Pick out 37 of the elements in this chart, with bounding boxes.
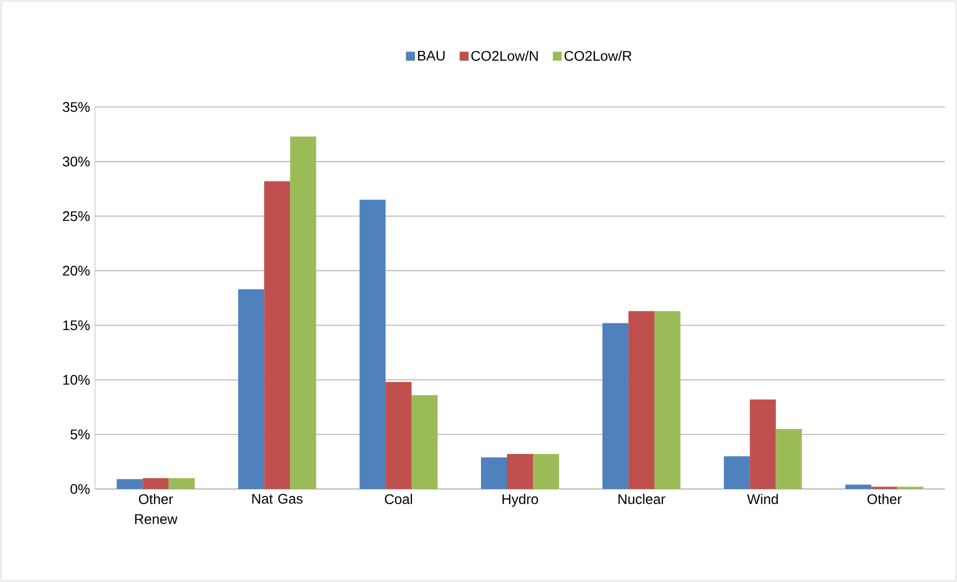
- bar: [290, 136, 316, 489]
- bar: [602, 323, 628, 489]
- bar: [168, 478, 195, 489]
- y-tick-label: 25%: [62, 211, 90, 222]
- y-tick-label: 15%: [63, 320, 90, 330]
- bar: [142, 478, 169, 489]
- x-tick-label: Other Renew: [135, 494, 178, 524]
- bar: [507, 454, 534, 489]
- legend-label: CO2Low/N: [471, 50, 538, 61]
- bar: [481, 457, 508, 489]
- y-tick-label: 30%: [62, 156, 90, 166]
- bar: [533, 454, 560, 489]
- legend-label: BAU: [418, 50, 445, 61]
- y-tick-label: 35%: [62, 102, 90, 112]
- legend-label: CO2Low/R: [564, 50, 632, 61]
- bar: [750, 399, 776, 489]
- bar: [654, 311, 680, 489]
- bar: [360, 200, 386, 489]
- bar: [412, 395, 438, 489]
- x-tick-label: Other: [868, 494, 902, 504]
- bar: [386, 382, 412, 489]
- bar: [776, 428, 802, 489]
- bar: [845, 484, 872, 489]
- bar: [116, 479, 143, 489]
- x-tick-label: Nuclear: [618, 494, 666, 504]
- bar: [724, 456, 750, 489]
- y-tick-label: 20%: [62, 266, 90, 276]
- x-tick-label: Coal: [384, 494, 412, 504]
- x-tick-label: Wind: [747, 494, 778, 504]
- y-tick-label: 10%: [63, 374, 90, 385]
- bar: [628, 311, 654, 489]
- y-tick-label: 5%: [70, 429, 90, 440]
- x-tick-label: Nat Gas: [252, 494, 303, 504]
- bar: [264, 181, 290, 489]
- y-tick-label: 0%: [70, 484, 90, 494]
- bar: [238, 289, 264, 489]
- x-tick-label: Hydro: [502, 494, 538, 507]
